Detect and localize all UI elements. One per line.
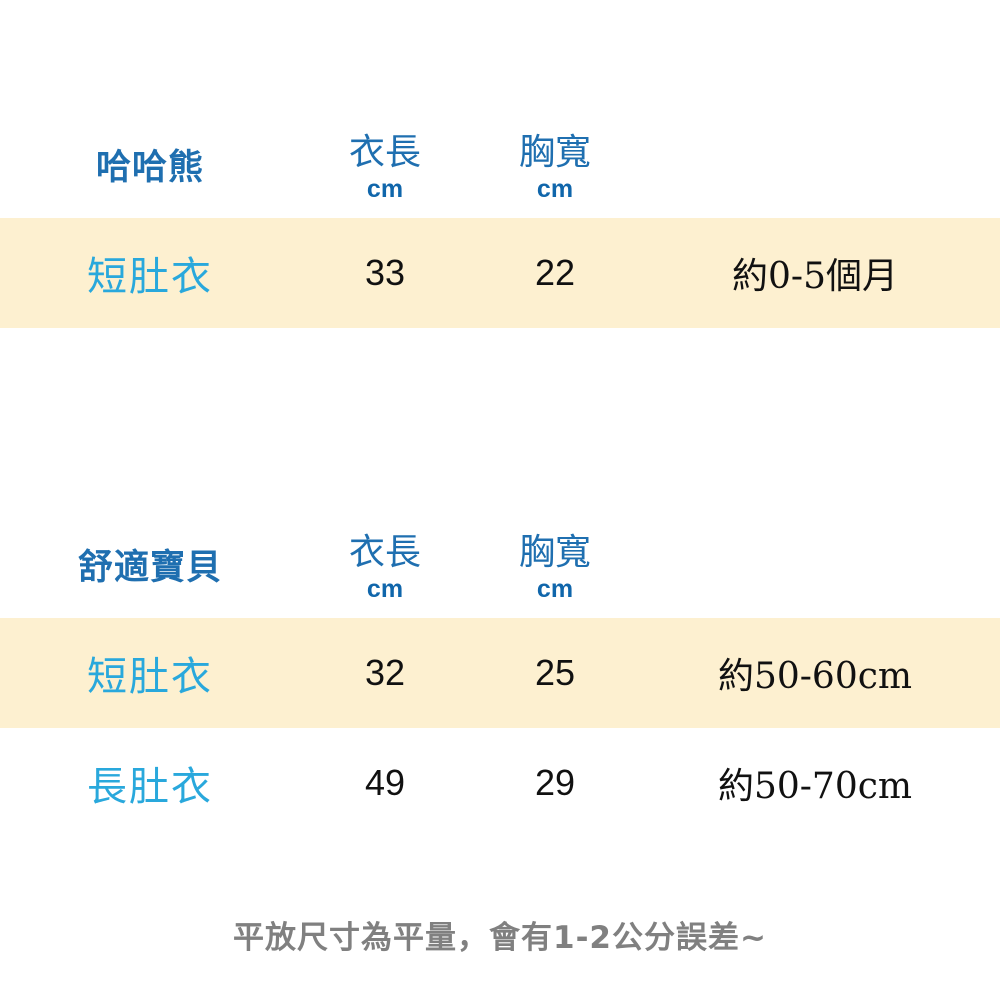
row-label-cell: 短肚衣	[0, 644, 300, 702]
cell-note-value: 約50-60cm	[717, 656, 913, 697]
row-label: 短肚衣	[87, 254, 213, 300]
cell-chest-value: 22	[534, 252, 576, 293]
cell-length: 33	[300, 252, 470, 294]
brand-name: 舒適寶貝	[77, 547, 222, 588]
brand-name-cell: 哈哈熊	[0, 149, 300, 188]
table-row: 短肚衣 32 25 約50-60cm	[0, 618, 1000, 728]
cell-chest: 25	[470, 652, 640, 694]
cell-note: 約50-60cm	[640, 647, 1000, 699]
size-table-hahaxiong: 哈哈熊 衣長 cm 胸寬 cm 短肚衣 33 22	[0, 118, 1000, 328]
size-table-shushibaobei: 舒適寶貝 衣長 cm 胸寬 cm 短肚衣 32 25	[0, 518, 1000, 838]
cell-note-value: 約50-70cm	[717, 766, 913, 807]
row-label-cell: 長肚衣	[0, 754, 300, 812]
cell-chest: 29	[470, 762, 640, 804]
cell-note: 約50-70cm	[640, 757, 1000, 809]
column-header-length-title: 衣長	[348, 531, 421, 573]
table-row: 長肚衣 49 29 約50-70cm	[0, 728, 1000, 838]
cell-note: 約0-5個月	[640, 247, 1000, 299]
column-header-length-title: 衣長	[348, 131, 421, 173]
row-label-cell: 短肚衣	[0, 244, 300, 302]
cell-note-value: 約0-5個月	[732, 256, 898, 297]
column-header-length: 衣長 cm	[300, 134, 470, 202]
column-header-length-unit: cm	[366, 174, 404, 203]
brand-name: 哈哈熊	[95, 147, 204, 188]
column-header-chest: 胸寬 cm	[470, 134, 640, 202]
cell-length: 49	[300, 762, 470, 804]
cell-length-value: 32	[364, 652, 406, 693]
column-header-chest-unit: cm	[536, 574, 574, 603]
cell-chest-value: 29	[534, 762, 576, 803]
column-header-length-unit: cm	[366, 574, 404, 603]
cell-length-value: 33	[364, 252, 406, 293]
cell-chest-value: 25	[534, 652, 576, 693]
column-header-chest-title: 胸寬	[518, 531, 591, 573]
column-header-chest: 胸寬 cm	[470, 534, 640, 602]
footnote: 平放尺寸為平量，會有1-2公分誤差~	[233, 920, 767, 956]
row-label: 長肚衣	[87, 764, 213, 810]
column-header-chest-unit: cm	[536, 174, 574, 203]
brand-name-cell: 舒適寶貝	[0, 549, 300, 588]
table-row: 短肚衣 33 22 約0-5個月	[0, 218, 1000, 328]
table-header-row: 哈哈熊 衣長 cm 胸寬 cm	[0, 118, 1000, 218]
column-header-length: 衣長 cm	[300, 534, 470, 602]
table-header-row: 舒適寶貝 衣長 cm 胸寬 cm	[0, 518, 1000, 618]
cell-length: 32	[300, 652, 470, 694]
cell-length-value: 49	[364, 762, 406, 803]
row-label: 短肚衣	[87, 654, 213, 700]
column-header-chest-title: 胸寬	[518, 131, 591, 173]
cell-chest: 22	[470, 252, 640, 294]
